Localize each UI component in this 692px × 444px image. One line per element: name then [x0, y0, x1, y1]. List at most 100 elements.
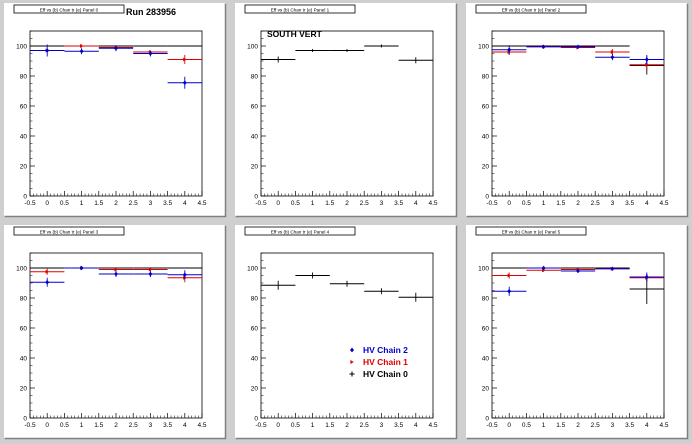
- panel-title-box: Eff vs (b) Chan tr (e) Panel 4: [244, 226, 356, 236]
- panel-title-box: Eff vs (b) Chan tr (e) Panel 3: [13, 226, 125, 236]
- x-tick-label: 3.5: [394, 200, 403, 207]
- data-series-0: [261, 272, 433, 302]
- panel-background: [235, 225, 457, 439]
- y-tick-label: 40: [251, 355, 259, 362]
- data-point-marker: [541, 265, 546, 271]
- panel-title-frame: [244, 226, 356, 236]
- x-tick-label: 0: [507, 422, 511, 429]
- data-point-marker: [80, 44, 84, 48]
- panel-background: [466, 225, 688, 439]
- x-tick-label: 4.5: [659, 422, 668, 429]
- data-point-marker: [644, 274, 649, 280]
- x-tick-label: 2.5: [360, 422, 369, 429]
- x-tick-label: 4.5: [428, 200, 437, 207]
- panel-title: Eff vs (b) Chan tr (e) Panel 0: [40, 8, 99, 13]
- x-tick-label: 3: [149, 200, 153, 207]
- y-tick-label: 0: [485, 415, 489, 422]
- panel-bevel-dark: [235, 225, 458, 440]
- y-tick-label: 60: [20, 103, 28, 110]
- x-tick-label: 0: [45, 200, 49, 207]
- x-tick-label: 2: [114, 200, 118, 207]
- panel-title-frame: [13, 4, 125, 14]
- x-tick-label: 2.5: [129, 422, 138, 429]
- data-point-marker: [148, 267, 153, 272]
- x-tick-label: 0.5: [522, 200, 531, 207]
- panel-bevel-dark: [4, 225, 227, 440]
- panel-bevel-dark: [466, 3, 689, 218]
- x-tick-label: 4: [414, 200, 418, 207]
- panel-annotation: SOUTH VERT: [267, 29, 323, 39]
- x-tick-label: 2: [576, 422, 580, 429]
- x-tick-label: 3.5: [625, 200, 634, 207]
- panel-background: [466, 3, 688, 217]
- data-point-marker: [576, 268, 580, 274]
- y-tick-label: 0: [23, 193, 27, 200]
- x-tick-label: 0.5: [291, 200, 300, 207]
- data-point-marker: [183, 57, 187, 62]
- x-tick-label: 1.5: [325, 422, 334, 429]
- x-tick-label: 2: [345, 200, 349, 207]
- data-series-0: [261, 44, 433, 64]
- legend-label: HV Chain 1: [363, 357, 408, 367]
- data-point-marker: [45, 48, 50, 53]
- data-point-marker: [610, 54, 615, 60]
- x-tick-label: 3.5: [394, 422, 403, 429]
- data-point-marker: [645, 62, 649, 67]
- x-tick-label: 3: [380, 422, 384, 429]
- panel-title-box: Eff vs (b) Chan tr (e) Panel 1: [244, 4, 356, 14]
- y-tick-label: 80: [251, 73, 259, 80]
- data-point-marker: [148, 51, 153, 56]
- x-tick-label: 4: [414, 422, 418, 429]
- x-tick-label: 1: [80, 422, 84, 429]
- x-tick-label: 1: [542, 200, 546, 207]
- panel-title-box: Eff vs (b) Chan tr (e) Panel 0: [13, 4, 125, 14]
- panel-title-frame: [475, 226, 587, 236]
- data-point-marker: [45, 279, 50, 285]
- x-tick-label: 2: [114, 422, 118, 429]
- data-series-2: [30, 44, 202, 89]
- x-tick-label: 1: [80, 200, 84, 207]
- chart-panel-4: Eff vs (b) Chan tr (e) Panel 40204060801…: [235, 225, 458, 440]
- x-tick-label: 3.5: [163, 422, 172, 429]
- panel-title-frame: [475, 4, 587, 14]
- x-tick-label: -0.5: [24, 200, 36, 207]
- data-point-marker: [79, 48, 84, 54]
- chart-panel-3: Eff vs (b) Chan tr (e) Panel 30204060801…: [4, 225, 227, 440]
- x-tick-label: 1: [311, 200, 315, 207]
- x-tick-label: 4.5: [428, 422, 437, 429]
- panel-title: Eff vs (b) Chan tr (e) Panel 5: [502, 230, 561, 235]
- panel-bevel-light: [466, 225, 688, 439]
- data-point-marker: [610, 266, 615, 272]
- x-tick-label: 3.5: [625, 422, 634, 429]
- panel-title: Eff vs (b) Chan tr (e) Panel 1: [271, 8, 330, 13]
- panel-bevel-light: [235, 225, 457, 439]
- x-tick-label: 0: [276, 200, 280, 207]
- data-point-marker: [114, 45, 118, 51]
- x-tick-label: -0.5: [255, 422, 267, 429]
- y-tick-label: 20: [20, 385, 28, 392]
- x-tick-label: 3: [380, 200, 384, 207]
- y-tick-label: 60: [482, 103, 490, 110]
- data-point-marker: [610, 50, 615, 54]
- panel-bevel-light: [4, 3, 226, 217]
- data-point-marker: [507, 288, 512, 294]
- data-series-2: [492, 44, 664, 64]
- x-tick-label: 1: [311, 422, 315, 429]
- x-tick-label: 1.5: [94, 422, 103, 429]
- data-point-marker: [182, 80, 187, 86]
- panel-bevel-dark: [4, 3, 227, 218]
- x-tick-label: -0.5: [486, 422, 498, 429]
- legend-label: HV Chain 0: [363, 369, 408, 379]
- y-tick-label: 20: [251, 385, 259, 392]
- data-point-marker: [576, 44, 580, 50]
- x-tick-label: 2.5: [591, 200, 600, 207]
- y-tick-label: 60: [20, 325, 28, 332]
- data-series-2: [492, 265, 664, 296]
- panel-title: Eff vs (b) Chan tr (e) Panel 2: [502, 8, 561, 13]
- x-tick-label: 4.5: [197, 200, 206, 207]
- y-tick-label: 40: [482, 355, 490, 362]
- x-tick-label: 4.5: [197, 422, 206, 429]
- panel-title: Eff vs (b) Chan tr (e) Panel 3: [40, 230, 99, 235]
- panel-background: [4, 225, 226, 439]
- data-point-marker: [45, 269, 49, 274]
